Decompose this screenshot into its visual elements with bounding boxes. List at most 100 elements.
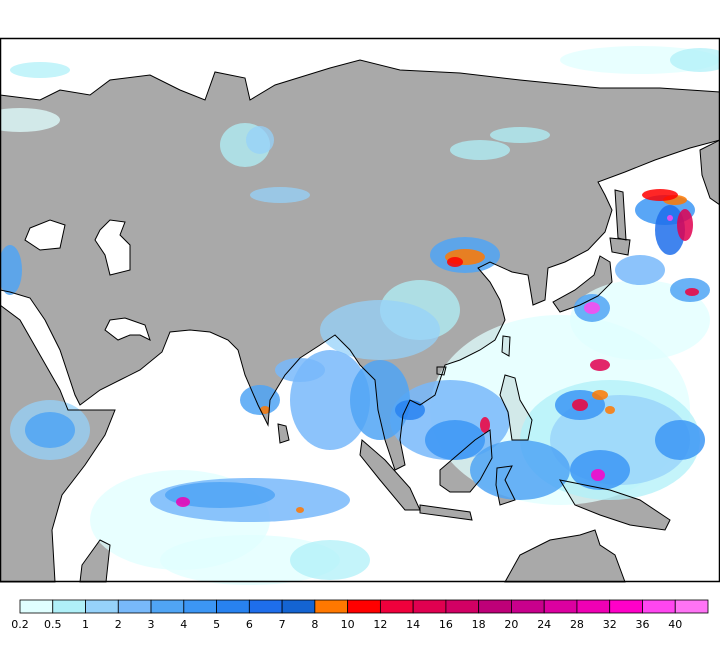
- colorbar-label: 18: [472, 618, 486, 631]
- precipitation-cell: [0, 108, 60, 132]
- colorbar-label: 4: [180, 618, 187, 631]
- coastline-hainan: [436, 366, 447, 376]
- precipitation-cell: [246, 126, 274, 154]
- persian-gulf: [104, 317, 151, 341]
- colorbar-bin: [183, 599, 217, 614]
- precipitation-cell: [250, 187, 310, 203]
- precipitation-cell: [275, 358, 325, 382]
- black-sea: [24, 219, 66, 251]
- colorbar-bin: [52, 599, 86, 614]
- colorbar-label: 32: [603, 618, 617, 631]
- coastline-japan: [552, 255, 613, 313]
- precipitation-cell: [615, 255, 665, 285]
- precipitation-cell: [655, 205, 685, 255]
- colorbar-bin: [150, 599, 185, 614]
- coastline-java: [419, 504, 473, 521]
- colorbar-bin: [642, 599, 676, 614]
- precipitation-layer: [0, 46, 720, 585]
- colorbar-bin: [478, 599, 512, 614]
- precipitation-cell: [290, 540, 370, 580]
- colorbar-label: 24: [537, 618, 551, 631]
- colorbar-label: 0.5: [44, 618, 62, 631]
- precipitation-cell: [480, 417, 490, 433]
- colorbar-bin: [85, 599, 119, 614]
- precipitation-cell: [450, 140, 510, 160]
- colorbar-label: 40: [668, 618, 682, 631]
- colorbar-label: 8: [311, 618, 318, 631]
- precipitation-cell: [296, 507, 304, 513]
- coastline-sumatra: [359, 439, 421, 511]
- coastline-taiwan: [501, 335, 511, 357]
- colorbar-label: 14: [406, 618, 420, 631]
- colorbar-label: 28: [570, 618, 584, 631]
- precipitation-cell: [490, 127, 550, 143]
- coastline-layer: [0, 59, 720, 583]
- land-madagascar: [80, 540, 110, 582]
- precipitation-cell: [667, 215, 673, 221]
- colorbar-bin: [543, 599, 578, 614]
- precipitation-cell: [447, 257, 463, 267]
- colorbar-bin: [248, 599, 283, 614]
- colorbar-label: 1: [82, 618, 89, 631]
- colorbar-label: 12: [373, 618, 387, 631]
- caspian-sea: [94, 219, 131, 276]
- precipitation-cell: [584, 302, 600, 314]
- precipitation-map: [0, 37, 720, 585]
- coastline-sulawesi: [495, 465, 516, 506]
- colorbar-label: 0.2: [11, 618, 29, 631]
- precipitation-cell: [592, 390, 608, 400]
- coastline-new-guinea: [558, 479, 671, 531]
- colorbar-label: 7: [279, 618, 286, 631]
- precipitation-cell: [470, 440, 570, 500]
- colorbar-bin: [576, 599, 611, 614]
- precipitation-cell: [670, 48, 720, 72]
- colorbar-bin: [19, 599, 54, 614]
- colorbar-label: 6: [246, 618, 253, 631]
- precipitation-cell: [10, 62, 70, 78]
- precipitation-cell: [605, 406, 615, 414]
- precipitation-cell: [160, 535, 340, 585]
- precipitation-cell: [572, 399, 588, 411]
- land-hokkaido: [610, 238, 630, 255]
- colorbar-bin: [314, 599, 349, 614]
- precipitation-cell: [655, 420, 705, 460]
- colorbar-label: 10: [341, 618, 355, 631]
- coastline-eurasia: [0, 59, 720, 471]
- colorbar-bin: [609, 599, 643, 614]
- precipitation-cell: [425, 420, 485, 460]
- coastline-kamchatka: [699, 139, 720, 206]
- colorbar-bin: [281, 599, 316, 614]
- precipitation-cell: [320, 300, 440, 360]
- land-japan: [553, 256, 612, 312]
- colorbar-bin: [347, 599, 381, 614]
- colorbar-bin: [511, 599, 545, 614]
- colorbar-bin: [117, 599, 152, 614]
- precipitation-cell: [677, 209, 693, 241]
- precipitation-cell: [350, 360, 410, 440]
- precipitation-cell: [642, 189, 678, 201]
- precipitation-cell: [590, 359, 610, 371]
- land-eurasia: [0, 60, 720, 470]
- precipitation-cell: [591, 469, 605, 481]
- coastline-philippines: [499, 374, 533, 441]
- precipitation-cell: [176, 497, 190, 507]
- land-australia: [505, 530, 625, 582]
- precipitation-cell: [685, 288, 699, 296]
- colorbar-bin: [445, 599, 480, 614]
- colorbar-bin: [379, 599, 414, 614]
- precipitation-cell: [0, 245, 22, 295]
- land-sumatra: [360, 440, 420, 510]
- coastline-borneo: [439, 429, 493, 493]
- colorbar-label: 3: [148, 618, 155, 631]
- colorbar-label: 20: [504, 618, 518, 631]
- land-java: [420, 505, 472, 520]
- colorbar-label: 2: [115, 618, 122, 631]
- colorbar-label: 16: [439, 618, 453, 631]
- coastline-australia: [504, 529, 626, 583]
- precipitation-cell: [395, 400, 425, 420]
- precipitation-cell: [240, 385, 280, 415]
- land-kamchatka: [700, 140, 720, 205]
- colorbar-bin: [216, 599, 250, 614]
- colorbar-bin: [412, 599, 447, 614]
- colorbar-label: 5: [213, 618, 220, 631]
